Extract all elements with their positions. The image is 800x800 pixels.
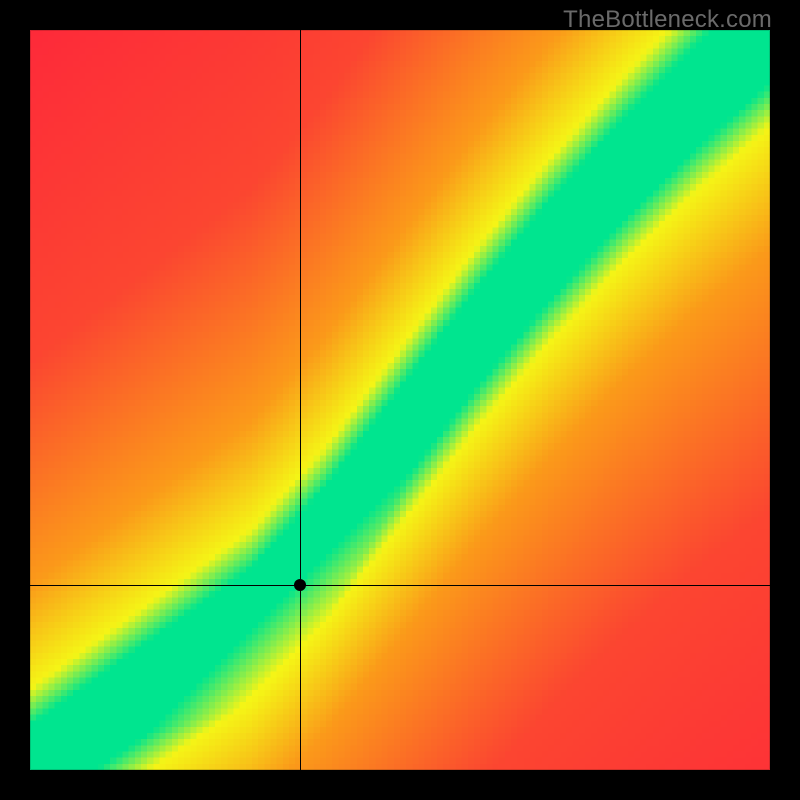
marker-dot bbox=[294, 579, 306, 591]
heatmap-plot bbox=[30, 30, 770, 770]
heatmap-canvas bbox=[30, 30, 770, 770]
watermark-text: TheBottleneck.com bbox=[563, 6, 772, 34]
crosshair-vertical bbox=[300, 30, 301, 770]
crosshair-horizontal bbox=[30, 585, 770, 586]
